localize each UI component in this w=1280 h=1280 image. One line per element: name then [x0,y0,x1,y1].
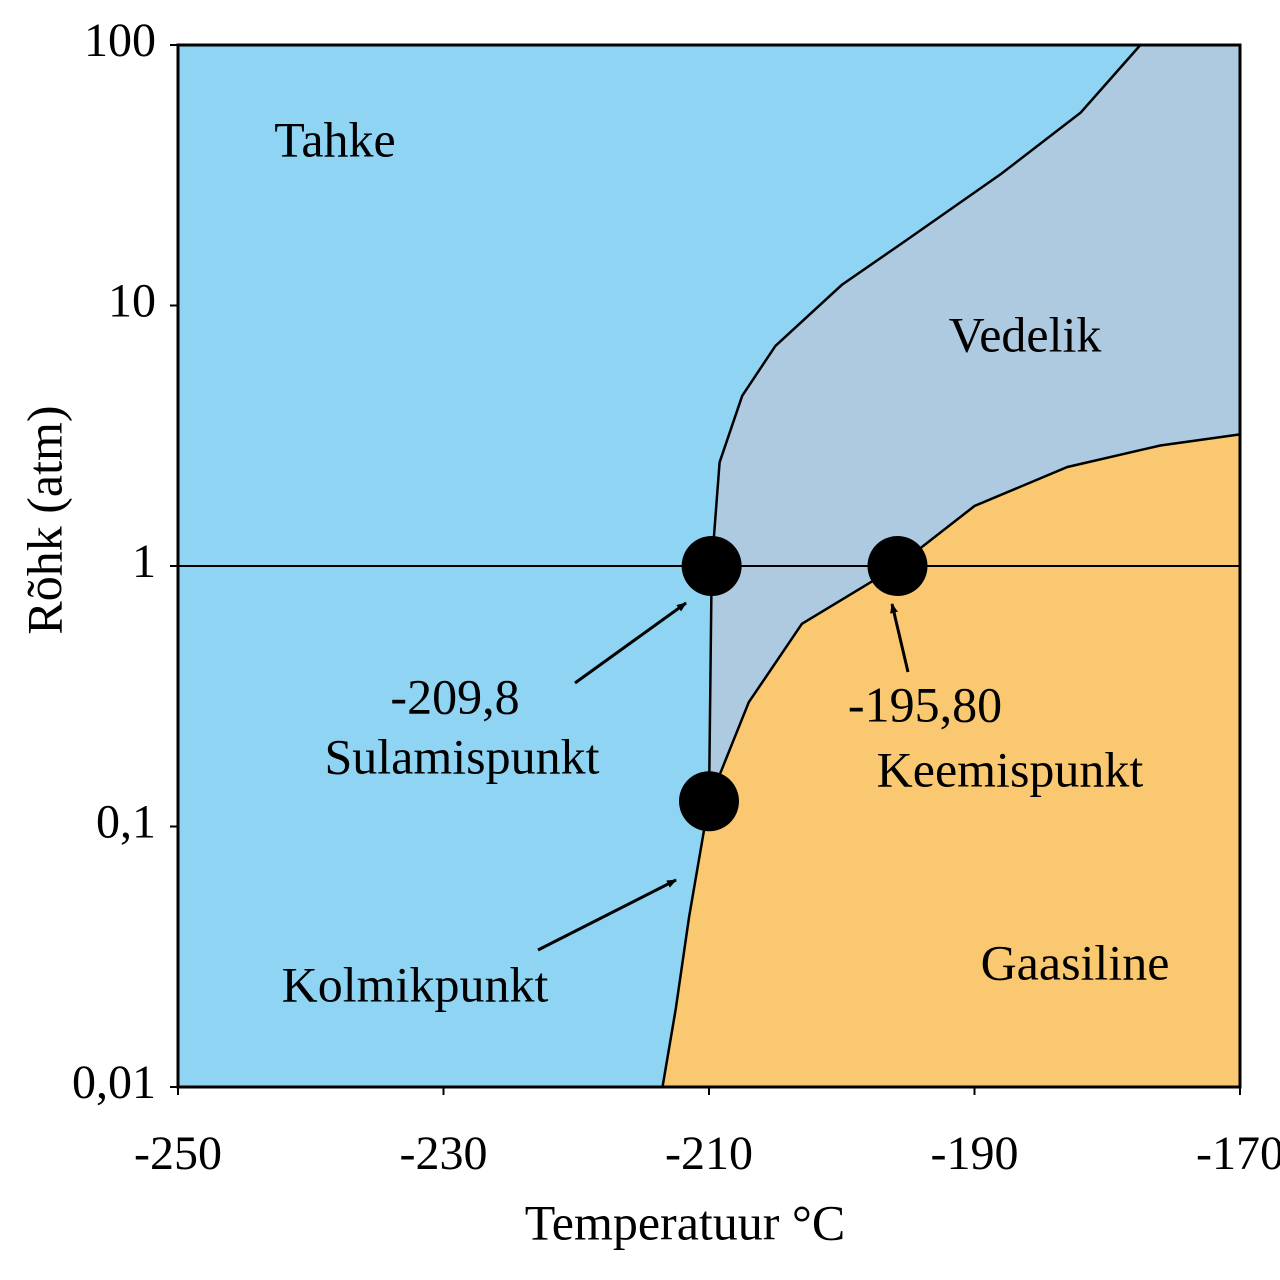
y-axis-title: Rõhk (atm) [16,405,72,634]
y-tick-label: 0,01 [72,1056,156,1109]
boundary-curve [707,433,1241,802]
y-tick-label: 10 [108,275,156,328]
x-tick-label: -170 [1196,1127,1280,1180]
x-tick-label: -230 [400,1127,488,1180]
point-value-label: -209,8 [390,668,519,724]
region-label: Vedelik [949,306,1102,362]
point-value-label: -195,80 [848,676,1002,732]
phase-point [867,536,928,596]
x-tick-label: -210 [665,1127,753,1180]
arrow [574,601,687,685]
arrow [537,878,677,952]
point-label: Keemispunkt [877,741,1144,797]
point-label: Kolmikpunkt [282,956,549,1012]
boundary-curve [661,801,711,1088]
phase-point [681,536,742,596]
arrow [890,603,910,673]
region-label: Gaasiline [981,934,1170,990]
region [709,45,1240,802]
point-label: Sulamispunkt [324,728,599,784]
boundary-curve [707,44,1142,802]
y-tick-label: 100 [84,14,156,67]
region-label: Tahke [274,111,395,167]
y-tick-label: 0,1 [96,796,156,849]
x-tick-label: -190 [931,1127,1019,1180]
x-axis-title: Temperatuur °C [525,1194,846,1250]
region [662,434,1240,1087]
plot-area [176,43,1242,1089]
x-tick-label: -250 [134,1127,222,1180]
y-tick-label: 1 [132,535,156,588]
phase-point [679,771,739,832]
